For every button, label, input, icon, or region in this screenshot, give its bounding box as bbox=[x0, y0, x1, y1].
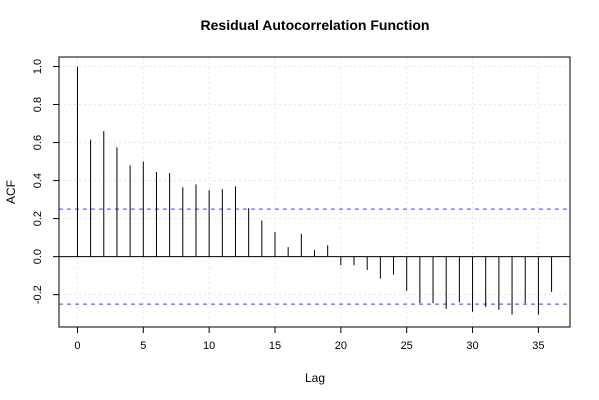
confidence-bounds bbox=[59, 208, 570, 305]
x-tick-label: 30 bbox=[466, 340, 478, 352]
y-tick-label: 1.0 bbox=[32, 59, 44, 74]
x-axis-label: Lag bbox=[305, 371, 325, 385]
x-tick-label: 10 bbox=[203, 340, 215, 352]
acf-bars bbox=[76, 66, 553, 315]
x-tick-label: 15 bbox=[269, 340, 281, 352]
x-tick-label: 5 bbox=[140, 340, 146, 352]
y-tick-label: 0.6 bbox=[32, 135, 44, 150]
x-tick-label: 20 bbox=[335, 340, 347, 352]
y-tick-label: 0.2 bbox=[32, 211, 44, 226]
plot-frame bbox=[58, 56, 571, 328]
x-tick-label: 35 bbox=[532, 340, 544, 352]
y-tick-label: 0.4 bbox=[32, 173, 44, 188]
chart-title: Residual Autocorrelation Function bbox=[201, 17, 430, 33]
x-axis: 0 5 10 15 20 25 30 35 bbox=[74, 326, 545, 352]
y-tick-label: 0.8 bbox=[32, 97, 44, 112]
x-tick-label: 0 bbox=[74, 340, 80, 352]
y-tick-label: 0.0 bbox=[32, 249, 44, 264]
x-tick-label: 25 bbox=[401, 340, 413, 352]
y-axis-label: ACF bbox=[4, 180, 18, 204]
grid bbox=[59, 57, 570, 327]
y-axis: -0.2 0.0 0.2 0.4 0.6 0.8 1.0 bbox=[32, 59, 60, 304]
y-tick-label: -0.2 bbox=[32, 285, 44, 304]
